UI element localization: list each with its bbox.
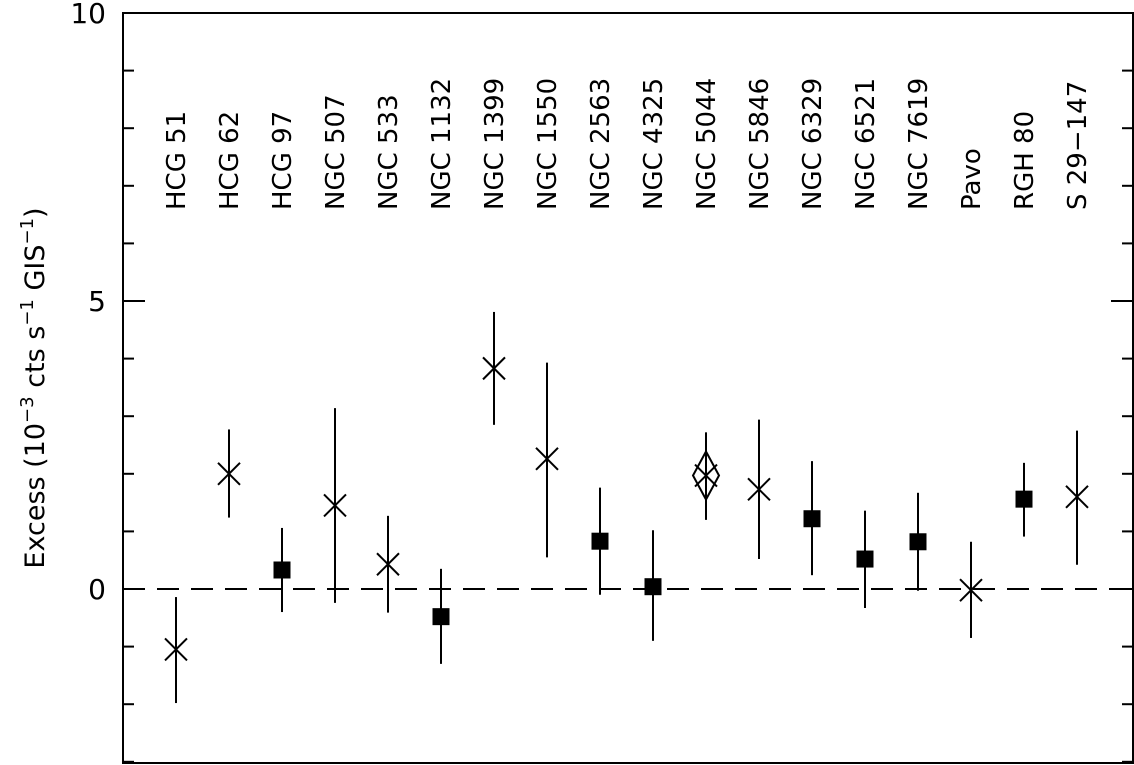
data-point-cross: [1065, 485, 1089, 509]
data-point-square: [856, 550, 874, 568]
data-point-square: [273, 561, 291, 579]
y-axis-title: Excess (10−3 cts s−1 GIS−1): [17, 207, 51, 568]
category-label: S 29−147: [1063, 81, 1093, 210]
data-point-diamond-cross: [691, 449, 721, 502]
category-label: HCG 97: [268, 111, 298, 210]
category-label: RGH 80: [1010, 111, 1040, 210]
data-point-square: [909, 533, 927, 551]
data-point-cross: [747, 477, 771, 502]
category-label: NGC 6521: [851, 78, 881, 210]
y-tick-label: 10: [70, 0, 106, 30]
data-point-cross: [482, 356, 506, 381]
category-labels: HCG 51 HCG 62 HCG 97 NGC 507 NGC 533 NGC 1132…: [162, 78, 1093, 210]
y-tick-label: 5: [88, 285, 106, 318]
category-label: NGC 2563: [586, 78, 616, 210]
category-label: HCG 62: [215, 111, 245, 210]
data-point-cross: [535, 447, 559, 471]
category-label: NGC 5044: [692, 78, 722, 210]
data-point-square: [644, 578, 662, 596]
category-label: NGC 533: [374, 94, 404, 210]
data-markers: [164, 356, 1089, 662]
y-axis: 0 5 10: [70, 0, 1133, 763]
data-point-square: [803, 510, 821, 528]
category-label: NGC 507: [321, 94, 351, 210]
data-point-square: [591, 532, 609, 550]
error-bars: [175, 311, 1078, 704]
category-label: NGC 1550: [533, 78, 563, 210]
category-label: NGC 6329: [798, 78, 828, 210]
y-tick-label: 0: [88, 573, 106, 606]
category-label: NGC 7619: [904, 78, 934, 210]
category-label: NGC 1399: [480, 78, 510, 210]
data-point-cross: [376, 552, 400, 576]
category-label: NGC 1132: [427, 78, 457, 210]
category-label: Pavo: [957, 148, 987, 210]
data-point-cross: [164, 637, 188, 662]
data-point-cross: [323, 493, 347, 518]
category-label: HCG 51: [162, 111, 192, 210]
plot-frame: [122, 12, 1134, 764]
data-point-cross: [217, 462, 241, 486]
data-point-square: [1015, 490, 1033, 508]
category-label: NGC 5846: [745, 78, 775, 210]
data-point-square: [432, 608, 450, 626]
data-point-cross: [959, 578, 983, 602]
category-label: NGC 4325: [639, 78, 669, 210]
